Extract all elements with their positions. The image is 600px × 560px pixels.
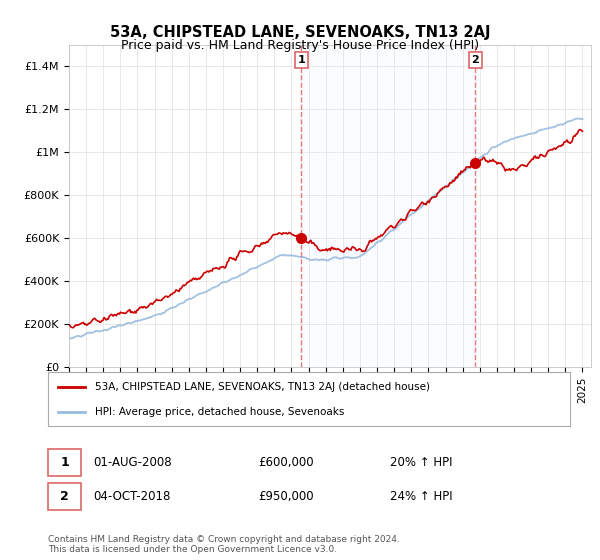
Text: £600,000: £600,000: [258, 456, 314, 469]
Text: 1: 1: [60, 456, 69, 469]
Text: 1: 1: [298, 55, 305, 65]
Text: 04-OCT-2018: 04-OCT-2018: [93, 489, 170, 503]
Text: 24% ↑ HPI: 24% ↑ HPI: [390, 489, 452, 503]
Text: 2: 2: [60, 489, 69, 503]
Text: 01-AUG-2008: 01-AUG-2008: [93, 456, 172, 469]
Text: 2: 2: [472, 55, 479, 65]
Text: 53A, CHIPSTEAD LANE, SEVENOAKS, TN13 2AJ (detached house): 53A, CHIPSTEAD LANE, SEVENOAKS, TN13 2AJ…: [95, 382, 430, 393]
Text: HPI: Average price, detached house, Sevenoaks: HPI: Average price, detached house, Seve…: [95, 407, 344, 417]
Text: Price paid vs. HM Land Registry's House Price Index (HPI): Price paid vs. HM Land Registry's House …: [121, 39, 479, 52]
Text: 20% ↑ HPI: 20% ↑ HPI: [390, 456, 452, 469]
Text: £950,000: £950,000: [258, 489, 314, 503]
Bar: [301, 45, 475, 367]
Text: 53A, CHIPSTEAD LANE, SEVENOAKS, TN13 2AJ: 53A, CHIPSTEAD LANE, SEVENOAKS, TN13 2AJ: [110, 25, 490, 40]
Text: Contains HM Land Registry data © Crown copyright and database right 2024.
This d: Contains HM Land Registry data © Crown c…: [48, 535, 400, 554]
